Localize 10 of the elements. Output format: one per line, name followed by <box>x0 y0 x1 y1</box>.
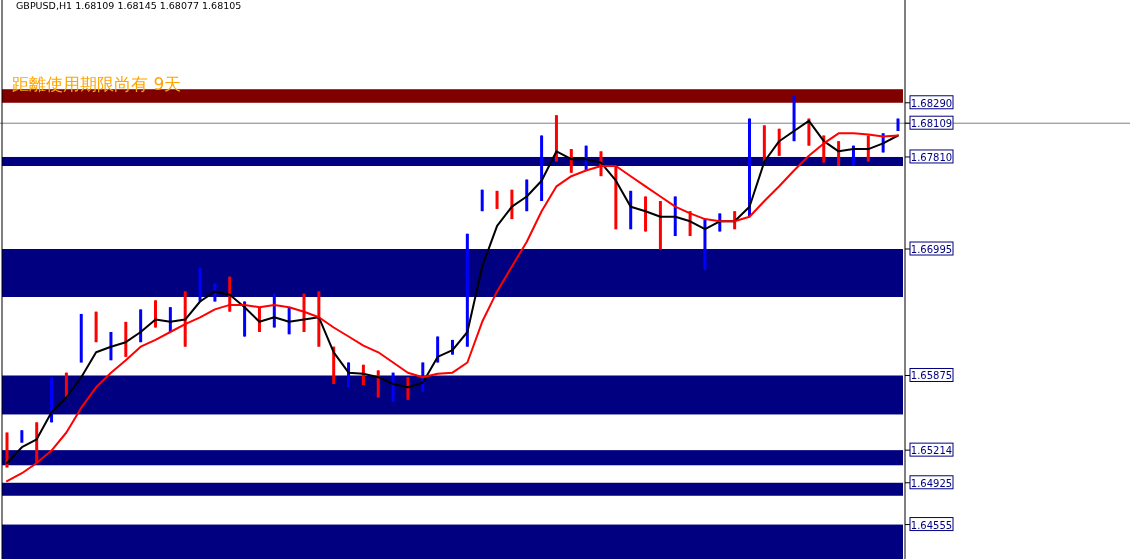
y-tick-label: 1.64555 <box>910 519 953 531</box>
y-tick-label: 1.65875 <box>910 370 953 382</box>
y-tick-label: 1.66995 <box>910 244 953 256</box>
chart-title: GBPUSD,H1 1.68109 1.68145 1.68077 1.68105 <box>16 0 242 11</box>
y-tick-label: 1.68290 <box>910 97 953 109</box>
y-tick-label: 1.64925 <box>910 477 953 489</box>
y-tick-label: 1.65214 <box>910 445 953 457</box>
y-tick-label: 1.68109 <box>910 118 953 130</box>
y-tick-label: 1.67810 <box>910 151 953 163</box>
annotation: 距離使用期限尚有 9天 <box>12 74 182 94</box>
